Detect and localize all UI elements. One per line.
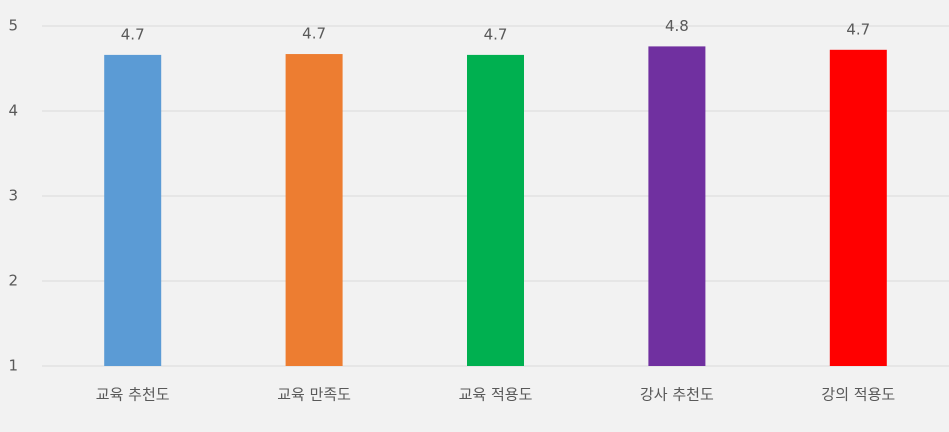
y-tick-label: 3 xyxy=(8,187,18,205)
y-tick-label: 2 xyxy=(8,272,18,290)
bar xyxy=(648,46,706,367)
value-label: 4.7 xyxy=(846,20,870,38)
value-label: 4.7 xyxy=(121,25,145,43)
y-tick-label: 1 xyxy=(8,357,18,375)
bar xyxy=(285,54,343,367)
bar xyxy=(104,54,162,367)
y-tick-label: 5 xyxy=(8,17,18,35)
x-tick-label: 교육 만족도 xyxy=(277,386,351,404)
value-label: 4.7 xyxy=(484,25,508,43)
y-tick-label: 4 xyxy=(8,102,18,120)
value-label: 4.7 xyxy=(302,25,326,43)
x-tick-label: 교육 추천도 xyxy=(96,386,170,404)
x-tick-label: 강의 적용도 xyxy=(821,386,895,404)
x-tick-label: 강사 추천도 xyxy=(640,386,714,404)
x-tick-label: 교육 적용도 xyxy=(459,386,533,404)
value-label: 4.8 xyxy=(665,17,689,35)
bar xyxy=(467,54,524,367)
bar xyxy=(829,49,887,367)
